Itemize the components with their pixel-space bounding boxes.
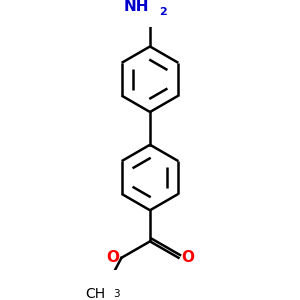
Text: CH: CH	[85, 287, 106, 300]
Text: 3: 3	[113, 290, 119, 299]
Text: NH: NH	[123, 0, 149, 14]
Text: 2: 2	[159, 7, 167, 17]
Text: O: O	[106, 250, 119, 265]
Text: O: O	[181, 250, 194, 265]
